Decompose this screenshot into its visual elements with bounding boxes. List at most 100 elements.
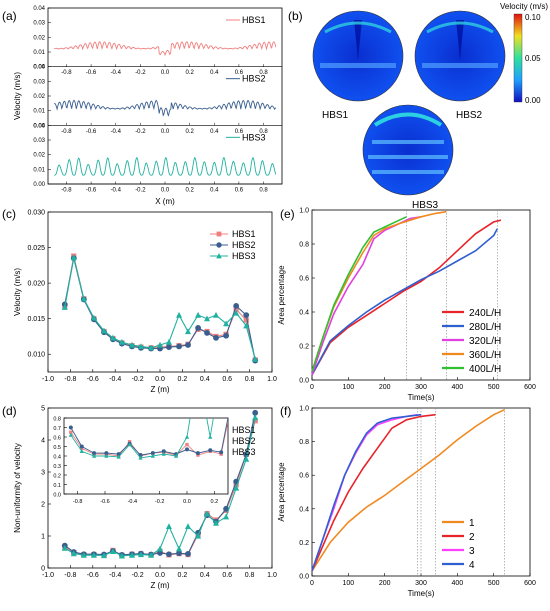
legend-label: HBS1 (232, 425, 256, 435)
legend-label: 320L/H (469, 336, 501, 347)
inset-data-point (208, 448, 213, 453)
x-tick-label: -0.4 (111, 70, 122, 76)
x-tick-label: 0.0 (161, 188, 170, 194)
data-point (157, 545, 163, 552)
y-tick-label: 0.0 (299, 574, 309, 581)
inset-data-point (185, 447, 189, 452)
x-tick-label: -0.8 (64, 572, 76, 579)
x-tick-label: 0.0 (183, 499, 191, 505)
colorbar-tick: 0.05 (525, 54, 541, 63)
contour-hbs1 (312, 10, 404, 102)
inset-series-line-hbs1 (70, 418, 228, 457)
y-tick-label: 4 (41, 438, 45, 445)
y-tick-label: 0.7 (53, 426, 61, 432)
data-point (61, 304, 68, 310)
data-point (204, 510, 211, 517)
y-tick-label: 0.04 (33, 65, 45, 71)
inset-series-line-hbs2 (70, 418, 228, 456)
data-point (252, 418, 258, 424)
y-tick-label: 0.0 (53, 493, 61, 499)
x-tick-label: 0.2 (185, 70, 194, 76)
series-line-hbs1 (53, 41, 277, 57)
inset-data-point (195, 451, 200, 456)
x-tick-label: 0.0 (161, 70, 170, 76)
x-tick-label: -0.4 (109, 376, 121, 383)
data-point (70, 550, 77, 557)
data-point (213, 520, 219, 526)
x-tick-label: -1.0 (42, 376, 54, 383)
x-tick-label: 0.6 (235, 70, 244, 76)
inset-data-point (92, 451, 97, 456)
y-tick-label: 0.04 (33, 6, 45, 12)
x-tick-label: 100 (342, 580, 354, 587)
data-point (204, 315, 211, 322)
x-tick-label: 0.6 (235, 188, 244, 194)
data-point (166, 344, 172, 351)
panel-label-f: (f) (280, 404, 291, 418)
chart-e: 0 100 200 300 400 500 600 0.0 0.2 0.4 0.6 0.8 1.0 Tim… (277, 208, 536, 403)
y-tick-label: 0.2 (53, 474, 61, 480)
legend-label: HBS3 (232, 447, 256, 457)
y-tick-label: 0.6 (299, 473, 309, 480)
y-tick-label: 0.4 (299, 506, 309, 513)
y-tick-label: 2 (41, 502, 45, 509)
data-point (185, 342, 191, 348)
x-tick-label: -0.4 (111, 188, 122, 194)
inset-data-point (116, 454, 121, 459)
series-line-320l-h (311, 216, 422, 376)
data-point (137, 551, 144, 558)
data-point (80, 295, 87, 302)
x-tick-label: -0.6 (86, 129, 97, 135)
data-point (185, 551, 191, 557)
x-tick-label: -0.6 (87, 376, 99, 383)
y-tick-label: 0.03 (33, 79, 45, 85)
legend-label: 3 (469, 546, 475, 557)
panel-label-d: (d) (2, 404, 17, 418)
y-tick-label: 0.3 (53, 464, 61, 470)
series-line-280l-h (311, 228, 499, 376)
data-point (90, 314, 97, 321)
data-point (137, 343, 144, 349)
x-tick-label: 0.6 (235, 129, 244, 135)
legend-label: 2 (469, 532, 475, 543)
legend-label: 360L/H (469, 350, 501, 361)
inset-data-point (79, 448, 84, 453)
y-tick-label: 0.01 (33, 50, 45, 56)
inset-data-point (69, 430, 73, 434)
legend-label: 4 (469, 560, 475, 571)
x-tick-label: 0.4 (200, 376, 210, 383)
data-point (118, 552, 125, 559)
inset-data-point (161, 451, 166, 456)
data-point (233, 306, 239, 313)
legend-label: HBS2 (232, 436, 256, 446)
y-tick-label: 0 (41, 566, 45, 573)
y-tick-label: 0.01 (33, 109, 45, 115)
legend-label: HBS2 (232, 240, 256, 250)
data-point (176, 550, 182, 557)
x-tick-label: 0.6 (222, 376, 232, 383)
x-tick-label: -0.2 (132, 572, 144, 579)
x-tick-label: -0.8 (61, 188, 72, 194)
y-tick-label: 0.030 (27, 210, 45, 217)
y-tick-label: 0.6 (53, 436, 61, 442)
x-tick-label: 200 (379, 384, 391, 391)
y-tick-label: 0.020 (27, 281, 45, 288)
y-tick-label: 0.04 (33, 123, 45, 129)
inset-plot-area (68, 418, 228, 460)
x-tick-label: -0.6 (100, 499, 109, 505)
data-point (176, 545, 183, 552)
legend-label: 240L/H (469, 308, 501, 319)
data-point (129, 552, 135, 558)
x-tick-label: -0.8 (64, 376, 76, 383)
legend-label: HBS1 (242, 15, 266, 25)
data-point (195, 532, 202, 539)
data-point (204, 329, 210, 336)
y-axis-title: Non-uniformity of velocity (13, 443, 22, 533)
y-tick-label: 0.8 (53, 417, 61, 423)
inset-data-point (173, 453, 179, 458)
x-tick-label: 400 (451, 580, 463, 587)
inset-data-point (184, 434, 190, 439)
legend-label: HBS2 (242, 74, 266, 84)
x-tick-label: -0.2 (132, 376, 144, 383)
x-tick-label: -0.2 (135, 70, 146, 76)
